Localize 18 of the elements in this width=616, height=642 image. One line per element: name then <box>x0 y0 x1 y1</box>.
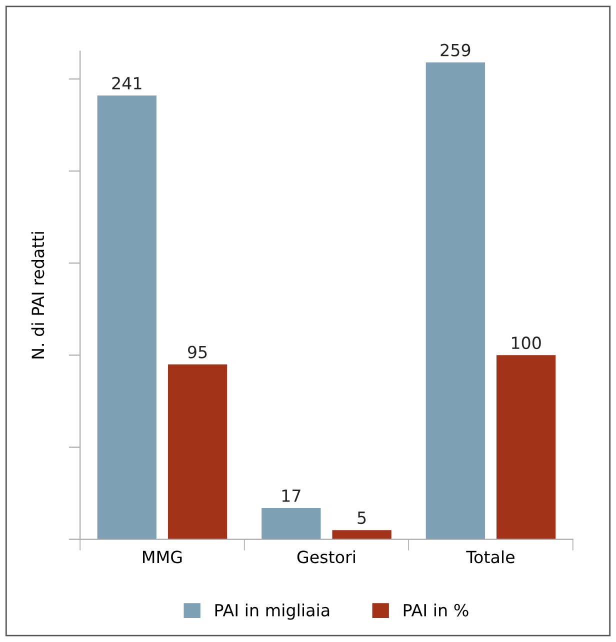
bar <box>426 62 485 540</box>
data-label: 17 <box>282 490 300 502</box>
legend-label: PAI in % <box>404 604 468 616</box>
bar <box>496 355 556 540</box>
data-label: 5 <box>358 512 366 524</box>
x-tick-label: Totale <box>466 550 514 564</box>
bar <box>262 508 321 540</box>
data-label: 241 <box>112 76 142 90</box>
data-label: 100 <box>512 336 541 350</box>
x-tick-label: Gestori <box>297 550 355 564</box>
bar <box>332 530 392 540</box>
data-label: 95 <box>188 346 207 358</box>
x-tick-label: MMG <box>143 550 182 564</box>
legend-label: PAI in migliaia <box>215 604 330 620</box>
bar <box>97 96 156 540</box>
data-label: 259 <box>440 44 470 56</box>
y-axis-title: N. di PAI redatti <box>31 232 44 358</box>
bar <box>168 364 228 540</box>
